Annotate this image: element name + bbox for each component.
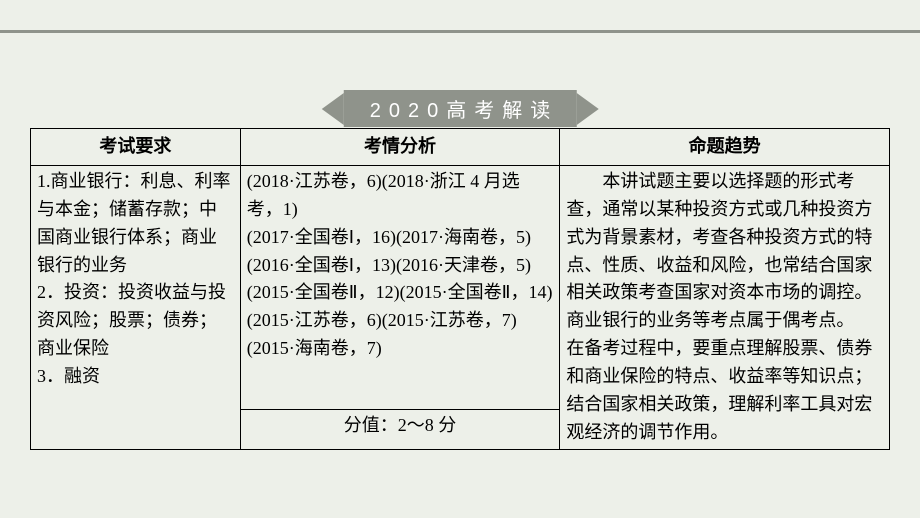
chevron-right-icon [576,93,598,125]
cell-analysis: (2018·江苏卷，6)(2018·浙江 4 月选考，1)(2017·全国卷Ⅰ，… [240,165,560,409]
trend-paragraph-1: 本讲试题主要以选择题的形式考查，通常以某种投资方式或几种投资方式为背景素材，考查… [566,168,883,335]
header-trend: 命题趋势 [560,129,890,166]
chevron-left-icon [322,93,344,125]
cell-score: 分值：2～8 分 [240,409,560,449]
header-analysis: 考情分析 [240,129,560,166]
top-divider [0,30,920,33]
page-title: 2020高考解读 [344,90,577,127]
cell-trend: 本讲试题主要以选择题的形式考查，通常以某种投资方式或几种投资方式为背景素材，考查… [560,165,890,449]
table-header-row: 考试要求 考情分析 命题趋势 [31,129,890,166]
header-exam-req: 考试要求 [31,129,241,166]
title-banner: 2020高考解读 [322,90,599,127]
table-body-row: 1.商业银行：利息、利率与本金；储蓄存款；中国商业银行体系；商业银行的业务2．投… [31,165,890,409]
trend-paragraph-2: 在备考过程中，要重点理解股票、债券和商业保险的特点、收益率等知识点；结合国家相关… [566,335,883,447]
cell-exam-req: 1.商业银行：利息、利率与本金；储蓄存款；中国商业银行体系；商业银行的业务2．投… [31,165,241,449]
main-table: 考试要求 考情分析 命题趋势 1.商业银行：利息、利率与本金；储蓄存款；中国商业… [30,128,890,450]
